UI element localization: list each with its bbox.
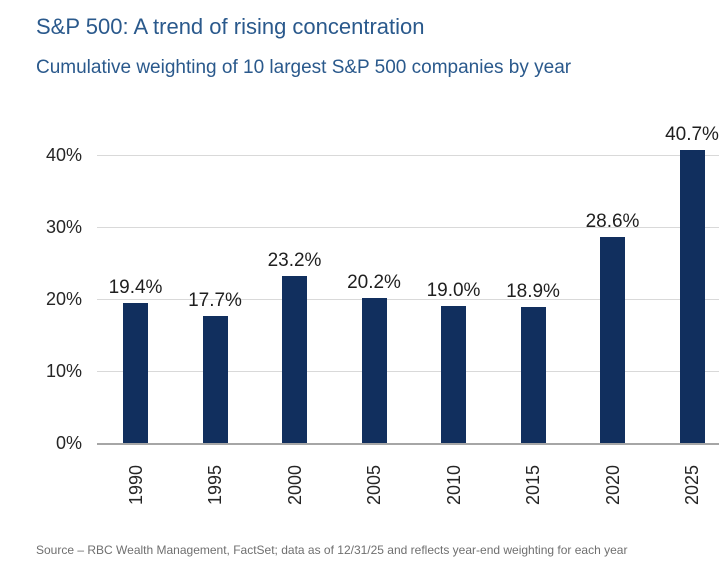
y-tick-label: 20% bbox=[45, 289, 82, 309]
x-tick-label: 1990 bbox=[125, 464, 146, 506]
chart-title: S&P 500: A trend of rising concentration bbox=[36, 14, 425, 39]
bar-2005 bbox=[361, 297, 387, 443]
x-tick-label: 2025 bbox=[682, 464, 702, 506]
y-tick-label: 0% bbox=[55, 433, 82, 453]
bar-1995 bbox=[202, 315, 228, 443]
x-tick-label: 2005 bbox=[364, 464, 384, 506]
source-attribution: Source – RBC Wealth Management, FactSet;… bbox=[36, 543, 628, 557]
y-tick-label: 10% bbox=[45, 361, 82, 381]
bar-2000 bbox=[282, 275, 307, 443]
y-tick-label: 30% bbox=[45, 217, 82, 237]
x-tick-label: 2015 bbox=[523, 464, 543, 506]
gridline bbox=[97, 371, 719, 372]
bar-value-label: 17.7% bbox=[188, 289, 242, 311]
bar-value-label: 19.0% bbox=[426, 280, 481, 302]
x-axis-line bbox=[97, 443, 719, 445]
bar-2010 bbox=[441, 306, 466, 443]
x-tick-label: 1995 bbox=[205, 464, 225, 506]
x-tick-label: 2000 bbox=[284, 464, 305, 506]
bar-value-label: 18.9% bbox=[506, 280, 560, 302]
bar-1990 bbox=[123, 303, 148, 443]
bar-value-label: 40.7% bbox=[665, 123, 719, 145]
x-tick-label: 2010 bbox=[443, 464, 464, 506]
bar-value-label: 28.6% bbox=[585, 211, 640, 233]
bar-2020 bbox=[600, 237, 625, 443]
chart-subtitle: Cumulative weighting of 10 largest S&P 5… bbox=[36, 57, 572, 78]
bar-value-label: 23.2% bbox=[267, 249, 322, 271]
x-tick-label: 2020 bbox=[602, 464, 623, 506]
gridline bbox=[97, 155, 719, 156]
y-tick-label: 40% bbox=[45, 145, 82, 165]
bar-value-label: 19.4% bbox=[108, 277, 163, 299]
gridline bbox=[97, 299, 719, 300]
bar-2015 bbox=[520, 306, 546, 443]
gridline bbox=[97, 227, 719, 228]
bar-2025 bbox=[679, 149, 705, 443]
bar-value-label: 20.2% bbox=[347, 271, 401, 293]
